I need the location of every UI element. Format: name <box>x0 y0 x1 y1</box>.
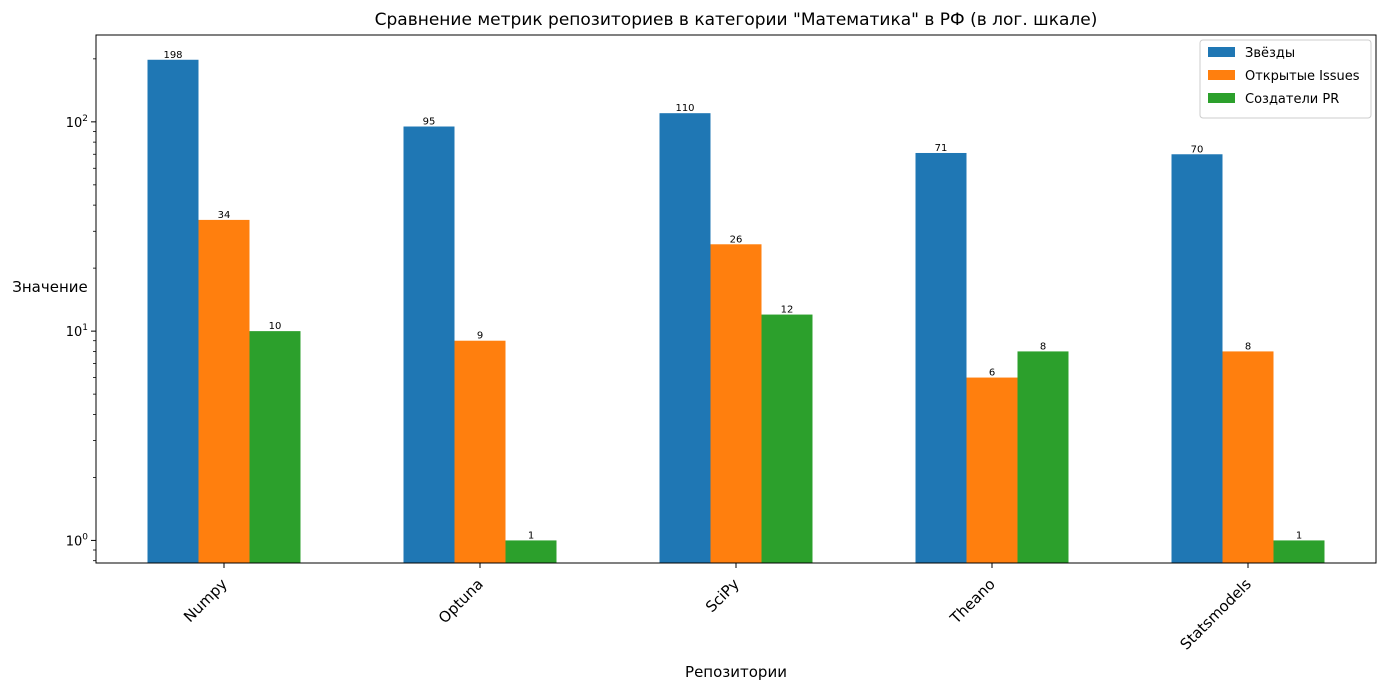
legend-label: Открытые Issues <box>1245 69 1360 84</box>
bar <box>505 540 557 563</box>
bar-value-label: 110 <box>675 103 694 114</box>
legend: Звёзды Открытые Issues Создатели PR <box>1199 39 1372 119</box>
bar-value-label: 71 <box>935 143 948 154</box>
bar-value-label: 9 <box>477 331 483 342</box>
bar-value-label: 1 <box>528 530 534 541</box>
chart-title: Сравнение метрик репозиториев в категори… <box>375 10 1098 30</box>
bar <box>915 152 967 564</box>
x-tick-label: Theano <box>946 575 999 628</box>
bar-value-label: 8 <box>1040 341 1046 352</box>
bar-value-label: 8 <box>1245 341 1251 352</box>
bar-value-label: 34 <box>218 210 231 221</box>
legend-swatch <box>1208 70 1235 80</box>
bar <box>761 314 813 563</box>
legend-swatch <box>1208 47 1235 57</box>
bar <box>1171 154 1223 563</box>
y-tick-label: 102 <box>66 114 88 131</box>
bar <box>249 331 301 563</box>
x-axis-label: Репозитории <box>685 663 787 681</box>
bar <box>659 113 711 564</box>
bar <box>966 377 1018 563</box>
legend-swatch <box>1208 93 1235 103</box>
bar <box>710 244 762 563</box>
bar <box>1017 351 1069 563</box>
bar <box>147 59 199 563</box>
y-tick-label: 100 <box>66 532 89 549</box>
legend-box <box>1199 39 1372 119</box>
bar-value-label: 70 <box>1191 144 1204 155</box>
bar-value-label: 26 <box>730 234 743 245</box>
bar-value-label: 198 <box>163 50 182 61</box>
bar-value-label: 12 <box>781 305 794 316</box>
bars-layer: 198 34 10 95 9 1 110 26 12 71 6 8 70 8 1 <box>147 50 1325 564</box>
bar-value-label: 10 <box>269 321 282 332</box>
bar-value-label: 6 <box>989 368 995 379</box>
x-tick-label: Numpy <box>180 575 231 626</box>
bar <box>403 126 455 563</box>
plot-frame <box>95 34 1377 564</box>
bar <box>454 340 506 563</box>
bar <box>1273 540 1325 563</box>
bar-value-label: 95 <box>423 117 436 128</box>
bar-value-label: 1 <box>1296 530 1302 541</box>
x-tick-label: SciPy <box>702 575 743 616</box>
y-tick-label: 101 <box>66 323 88 340</box>
y-axis-label: Значение <box>12 278 88 296</box>
x-tick-label: Optuna <box>435 575 487 627</box>
legend-label: Создатели PR <box>1245 92 1339 107</box>
bar <box>198 219 250 563</box>
bar <box>1222 351 1274 563</box>
x-tick-label: Statsmodels <box>1176 575 1254 653</box>
legend-label: Звёзды <box>1245 46 1295 61</box>
